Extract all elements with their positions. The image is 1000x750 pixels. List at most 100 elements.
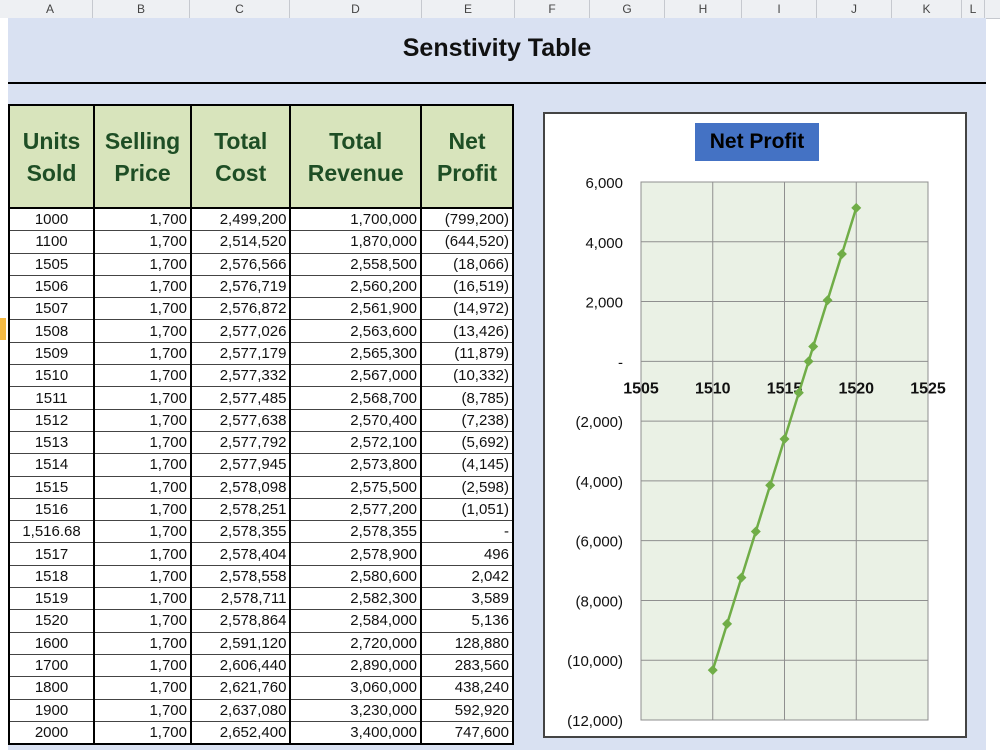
table-cell[interactable]: 2,720,000: [289, 632, 423, 655]
table-cell[interactable]: 747,600: [420, 721, 514, 746]
table-cell[interactable]: 1,700: [93, 431, 192, 455]
table-cell[interactable]: 2,578,098: [189, 476, 292, 499]
table-cell[interactable]: 2,580,600: [289, 565, 423, 589]
header-cell[interactable]: Total Revenue: [289, 104, 423, 209]
table-cell[interactable]: 1505: [7, 253, 96, 276]
column-header-f[interactable]: F: [515, 0, 590, 18]
table-cell[interactable]: 2,565,300: [289, 342, 423, 366]
table-cell[interactable]: 2,606,440: [189, 654, 292, 678]
data-point[interactable]: [779, 433, 790, 444]
table-cell[interactable]: 1,700: [93, 699, 192, 722]
column-header-e[interactable]: E: [422, 0, 515, 18]
table-cell[interactable]: 2,578,864: [189, 609, 292, 633]
table-cell[interactable]: 1510: [7, 364, 96, 388]
table-cell[interactable]: 2,577,485: [189, 386, 292, 410]
header-cell[interactable]: Total Cost: [189, 104, 292, 209]
table-cell[interactable]: (644,520): [420, 230, 514, 254]
table-cell[interactable]: 2,561,900: [289, 297, 423, 321]
table-cell[interactable]: (16,519): [420, 275, 514, 299]
table-cell[interactable]: 1514: [7, 453, 96, 477]
table-cell[interactable]: 1,700: [93, 721, 192, 746]
table-cell[interactable]: 1511: [7, 386, 96, 410]
column-header-k[interactable]: K: [892, 0, 962, 18]
table-cell[interactable]: 2,621,760: [189, 676, 292, 700]
table-cell[interactable]: 2,890,000: [289, 654, 423, 678]
table-cell[interactable]: 592,920: [420, 699, 514, 722]
net-profit-chart[interactable]: 6,000 4,000 2,000 - (2,000) (4,000) (6,000) (8,…: [543, 112, 967, 738]
table-cell[interactable]: (11,879): [420, 342, 514, 366]
table-cell[interactable]: 1519: [7, 587, 96, 611]
column-header-b[interactable]: B: [93, 0, 190, 18]
data-point[interactable]: [851, 202, 862, 213]
column-header-j[interactable]: J: [817, 0, 892, 18]
data-point[interactable]: [808, 341, 819, 352]
table-cell[interactable]: 2,578,251: [189, 498, 292, 522]
table-cell[interactable]: 2,573,800: [289, 453, 423, 477]
table-cell[interactable]: (2,598): [420, 476, 514, 499]
table-cell[interactable]: 2,576,566: [189, 253, 292, 276]
table-cell[interactable]: 1,700: [93, 632, 192, 655]
data-point[interactable]: [765, 480, 776, 491]
header-cell[interactable]: Net Profit: [420, 104, 514, 209]
table-cell[interactable]: 1,700: [93, 476, 192, 499]
table-cell[interactable]: 1518: [7, 565, 96, 589]
table-cell[interactable]: 1,700: [93, 409, 192, 432]
table-cell[interactable]: 2,568,700: [289, 386, 423, 410]
table-cell[interactable]: 128,880: [420, 632, 514, 655]
table-cell[interactable]: 2,578,355: [189, 520, 292, 544]
table-cell[interactable]: 1513: [7, 431, 96, 455]
table-cell[interactable]: (14,972): [420, 297, 514, 321]
table-cell[interactable]: 2,637,080: [189, 699, 292, 722]
header-cell[interactable]: Units Sold: [7, 104, 96, 209]
table-cell[interactable]: 1508: [7, 319, 96, 343]
table-cell[interactable]: 496: [420, 542, 514, 566]
table-cell[interactable]: 1520: [7, 609, 96, 633]
table-cell[interactable]: 2,582,300: [289, 587, 423, 611]
column-header-d[interactable]: D: [290, 0, 422, 18]
table-cell[interactable]: 1,700: [93, 208, 192, 232]
table-cell[interactable]: 2,578,558: [189, 565, 292, 589]
table-cell[interactable]: 1,516.68: [7, 520, 96, 544]
table-cell[interactable]: 1517: [7, 542, 96, 566]
data-point[interactable]: [736, 572, 747, 583]
table-cell[interactable]: 1800: [7, 676, 96, 700]
table-cell[interactable]: 3,589: [420, 587, 514, 611]
column-header-l[interactable]: L: [962, 0, 985, 18]
table-cell[interactable]: 2,567,000: [289, 364, 423, 388]
column-header-a[interactable]: A: [8, 0, 93, 18]
table-cell[interactable]: 3,060,000: [289, 676, 423, 700]
table-cell[interactable]: 1,700: [93, 542, 192, 566]
data-point[interactable]: [836, 249, 847, 260]
table-cell[interactable]: 2,577,332: [189, 364, 292, 388]
table-cell[interactable]: 1,700: [93, 654, 192, 678]
table-cell[interactable]: 2,042: [420, 565, 514, 589]
data-point[interactable]: [750, 526, 761, 537]
table-cell[interactable]: 1509: [7, 342, 96, 366]
table-cell[interactable]: 2,578,900: [289, 542, 423, 566]
column-header-g[interactable]: G: [590, 0, 665, 18]
table-cell[interactable]: (4,145): [420, 453, 514, 477]
table-cell[interactable]: 1,700: [93, 565, 192, 589]
table-cell[interactable]: 1506: [7, 275, 96, 299]
column-header-i[interactable]: I: [742, 0, 817, 18]
column-header-h[interactable]: H: [665, 0, 742, 18]
table-cell[interactable]: 2,652,400: [189, 721, 292, 746]
table-cell[interactable]: 2,570,400: [289, 409, 423, 432]
table-cell[interactable]: (5,692): [420, 431, 514, 455]
table-cell[interactable]: 1600: [7, 632, 96, 655]
table-cell[interactable]: 1516: [7, 498, 96, 522]
table-cell[interactable]: 1,700: [93, 453, 192, 477]
table-cell[interactable]: 1,700: [93, 520, 192, 544]
data-point[interactable]: [822, 295, 833, 306]
table-cell[interactable]: (799,200): [420, 208, 514, 232]
table-cell[interactable]: 1515: [7, 476, 96, 499]
table-cell[interactable]: 1,700,000: [289, 208, 423, 232]
table-cell[interactable]: 5,136: [420, 609, 514, 633]
table-cell[interactable]: 1000: [7, 208, 96, 232]
table-cell[interactable]: 1900: [7, 699, 96, 722]
table-cell[interactable]: 1,700: [93, 297, 192, 321]
table-cell[interactable]: 1,700: [93, 319, 192, 343]
table-cell[interactable]: 1,700: [93, 498, 192, 522]
table-cell[interactable]: 2,578,404: [189, 542, 292, 566]
table-cell[interactable]: (18,066): [420, 253, 514, 276]
